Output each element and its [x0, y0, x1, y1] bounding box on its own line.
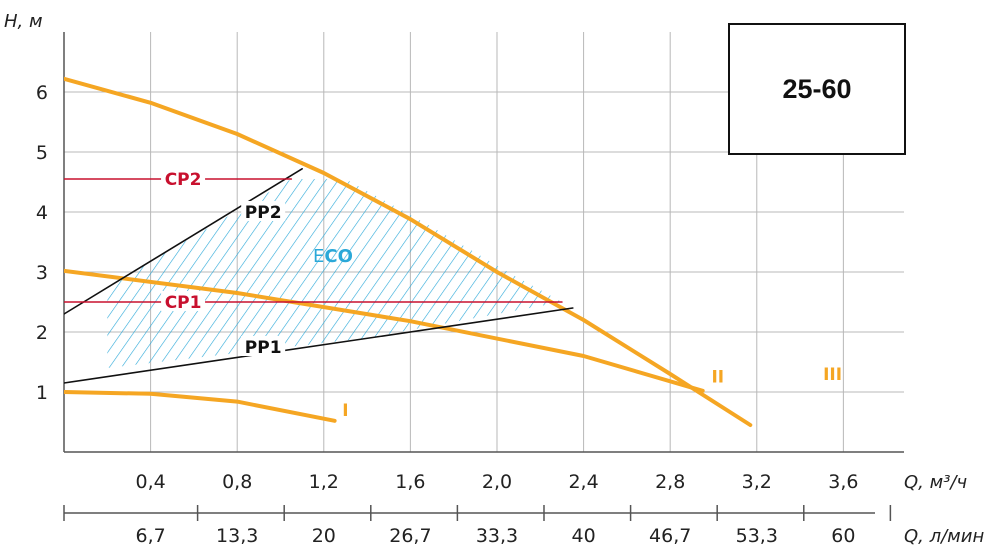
series-line-ii: [64, 268, 705, 393]
y-tick-label: 3: [36, 262, 48, 284]
eco-zone-label: ECO: [313, 246, 353, 267]
x-tick-label: 1,6: [395, 471, 425, 493]
curve-label-iii: III: [823, 365, 842, 385]
label-bg-cp2: [161, 168, 206, 188]
y-tick-label: 5: [36, 142, 48, 164]
x-tick-label: 2,4: [568, 471, 598, 493]
secondary-x-axis-title: Q, л/мин: [904, 526, 984, 547]
secondary-x-tick-label: 46,7: [649, 525, 691, 547]
y-tick-labels: 1 2 3 4 5 6: [36, 82, 48, 404]
curve-label-pp2: PP2: [245, 203, 282, 223]
x-tick-label: 3,2: [742, 471, 772, 493]
secondary-x-tick-label: 13,3: [216, 525, 258, 547]
series-line-pp2: [64, 168, 303, 315]
y-tick-label: 6: [36, 82, 48, 104]
x-tick-label: 1,2: [309, 471, 339, 493]
secondary-x-tick-labels: 6,7 13,3 20 26,7 33,3 40 46,7 53,3 60: [135, 525, 855, 547]
eco-label-suffix: CO: [324, 246, 353, 267]
x-axis-title: Q, м³/ч: [904, 472, 967, 493]
label-bg-pp2: [241, 201, 286, 221]
secondary-x-tick-label: 20: [312, 525, 336, 547]
secondary-x-tick-marks: [63, 505, 892, 521]
eco-label-prefix: E: [313, 246, 324, 267]
series-line-iii: [64, 76, 753, 427]
label-bg-cp1: [161, 291, 206, 311]
curve-label-pp1: PP1: [245, 338, 282, 358]
curve-label-cp2: CP2: [165, 170, 202, 190]
x-tick-label: 0,4: [135, 471, 165, 493]
x-tick-label: 0,8: [222, 471, 252, 493]
model-label: 25-60: [782, 74, 851, 104]
secondary-x-tick-label: 6,7: [135, 525, 165, 547]
x-tick-label: 3,6: [828, 471, 858, 493]
secondary-x-tick-label: 53,3: [736, 525, 778, 547]
curve-label-i: I: [342, 401, 348, 421]
x-tick-label: 2,0: [482, 471, 512, 493]
secondary-x-tick-label: 26,7: [389, 525, 431, 547]
model-box: 25-60: [728, 23, 906, 155]
y-tick-label: 2: [36, 322, 48, 344]
y-tick-label: 4: [36, 202, 48, 224]
series-line-pp1: [64, 307, 574, 384]
x-tick-labels: 0,4 0,8 1,2 1,6 2,0 2,4 2,8 3,2 3,6: [135, 471, 858, 493]
eco-zone-area: [107, 179, 562, 368]
secondary-x-tick-label: 60: [831, 525, 855, 547]
secondary-x-tick-label: 33,3: [476, 525, 518, 547]
x-tick-label: 2,8: [655, 471, 685, 493]
label-bg-pp1: [241, 336, 286, 356]
series-line-i: [64, 390, 337, 423]
y-tick-label: 1: [36, 382, 48, 404]
curve-label-cp1: CP1: [165, 293, 202, 313]
curve-label-ii: II: [711, 367, 724, 387]
y-axis-title: H, м: [4, 11, 43, 32]
secondary-x-tick-label: 40: [571, 525, 595, 547]
